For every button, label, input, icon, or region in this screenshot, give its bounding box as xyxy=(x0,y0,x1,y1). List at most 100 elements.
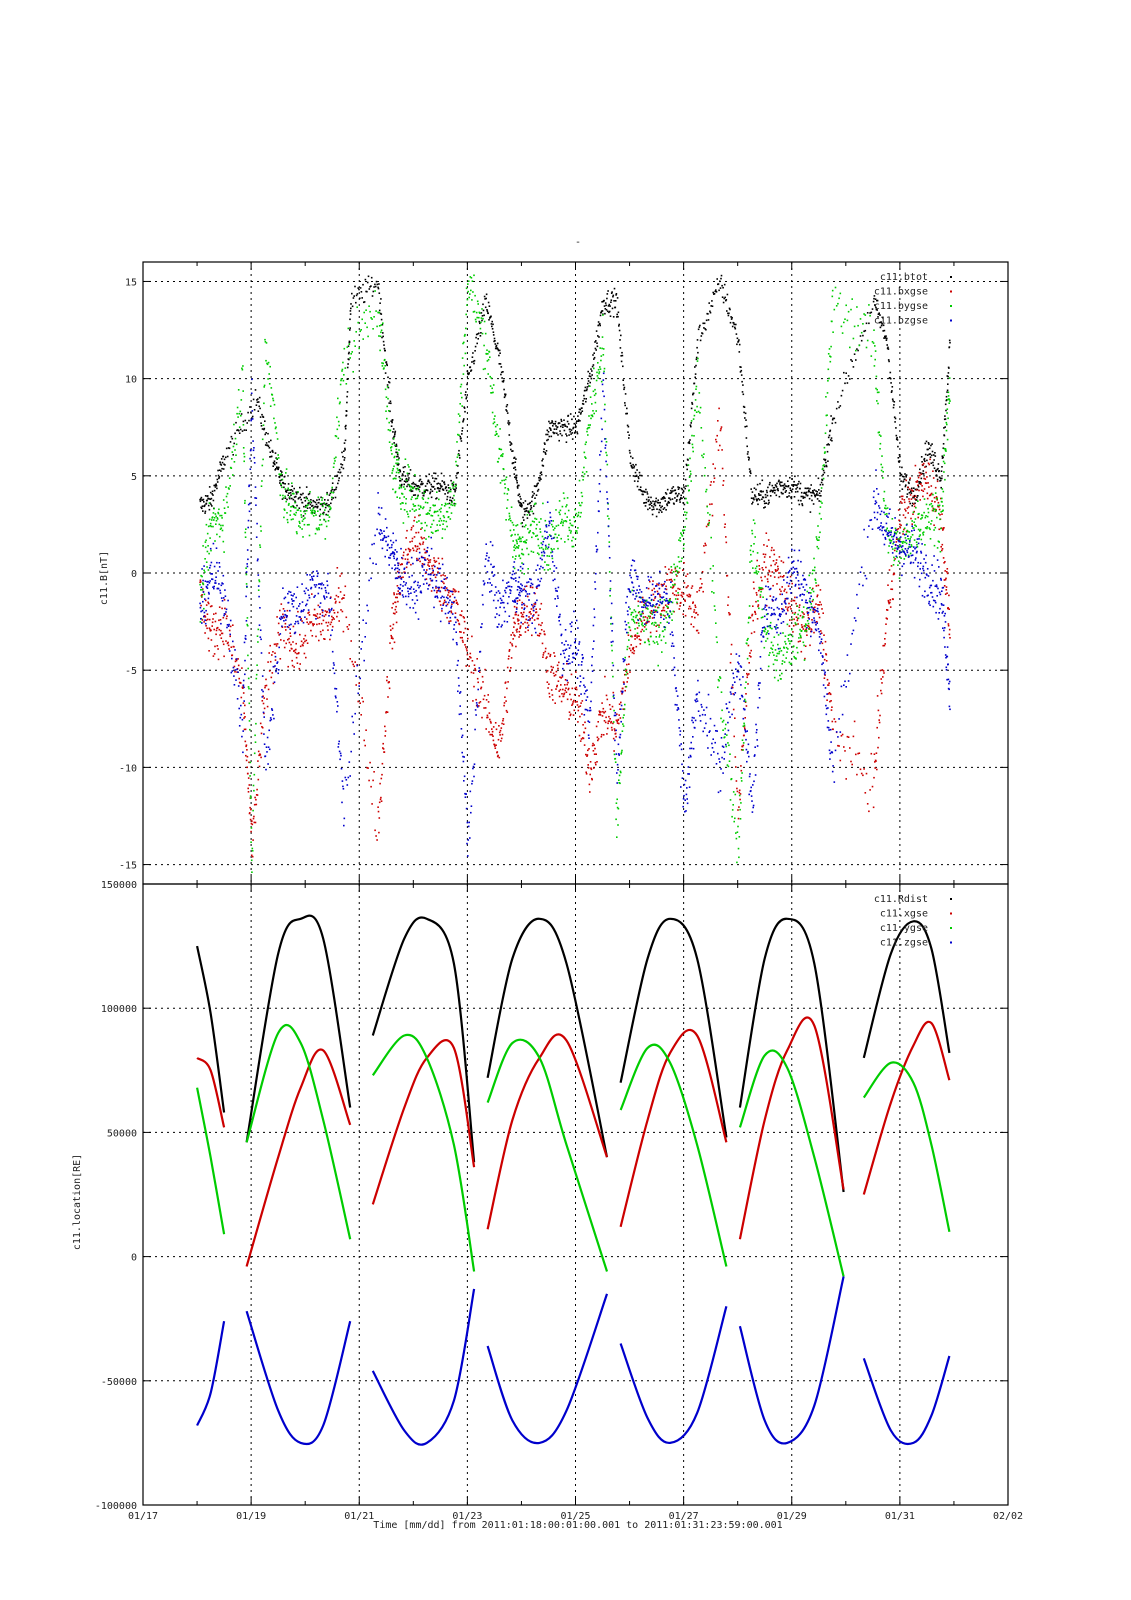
field-point-c11-bygse xyxy=(539,531,542,533)
field-point-c11-bxgse xyxy=(253,821,256,824)
field-point-c11-bygse xyxy=(325,504,327,507)
field-point-c11-bxgse xyxy=(424,572,427,574)
field-point-c11-bxgse xyxy=(513,605,516,608)
field-point-c11-btot xyxy=(498,354,500,357)
field-point-c11-bxgse xyxy=(602,734,605,736)
field-point-c11-btot xyxy=(481,319,483,322)
field-point-c11-btot xyxy=(392,431,394,433)
field-point-c11-bxgse xyxy=(575,671,577,673)
field-point-c11-btot xyxy=(383,347,386,350)
field-point-c11-bxgse xyxy=(539,632,542,635)
field-point-c11-bxgse xyxy=(932,477,935,479)
field-point-c11-bxgse xyxy=(731,686,734,689)
field-point-c11-bxgse xyxy=(509,641,512,644)
field-point-c11-bygse xyxy=(510,519,512,522)
field-point-c11-btot xyxy=(500,366,503,368)
field-point-c11-bygse xyxy=(611,649,613,652)
field-point-c11-btot xyxy=(268,441,270,443)
field-point-c11-bxgse xyxy=(859,768,862,771)
field-point-c11-bxgse xyxy=(579,740,582,742)
field-point-c11-bxgse xyxy=(334,598,336,600)
field-point-c11-btot xyxy=(347,345,350,347)
field-point-c11-btot xyxy=(878,312,880,314)
field-point-c11-btot xyxy=(924,453,927,456)
field-point-c11-bxgse xyxy=(229,625,232,628)
field-point-c11-btot xyxy=(274,469,276,471)
field-point-c11-btot xyxy=(508,434,511,436)
field-point-c11-bygse xyxy=(758,607,760,610)
field-point-c11-bxgse xyxy=(643,619,646,621)
field-point-c11-bxgse xyxy=(306,621,308,624)
field-point-c11-bxgse xyxy=(519,626,522,628)
field-point-c11-btot xyxy=(345,424,347,427)
field-point-c11-bxgse xyxy=(626,681,628,683)
field-point-c11-bxgse xyxy=(458,623,461,626)
field-point-c11-bygse xyxy=(790,640,792,643)
field-point-c11-btot xyxy=(757,503,759,506)
field-point-c11-bxgse xyxy=(213,628,215,631)
field-point-c11-bxgse xyxy=(634,638,636,640)
field-point-c11-bxgse xyxy=(541,622,543,624)
field-point-c11-bxgse xyxy=(469,652,472,655)
field-point-c11-bygse xyxy=(657,643,659,645)
field-point-c11-btot xyxy=(200,506,202,509)
field-point-c11-btot xyxy=(378,309,381,312)
field-point-c11-bxgse xyxy=(896,528,898,531)
field-point-c11-bxgse xyxy=(373,771,375,773)
field-point-c11-btot xyxy=(787,480,789,482)
field-point-c11-bygse xyxy=(465,287,468,290)
field-point-c11-btot xyxy=(439,487,442,490)
field-point-c11-bygse xyxy=(410,488,412,491)
field-point-c11-bygse xyxy=(279,494,282,497)
field-point-c11-btot xyxy=(378,283,380,285)
field-point-c11-bygse xyxy=(566,516,568,518)
field-point-c11-bygse xyxy=(529,510,531,513)
field-point-c11-btot xyxy=(573,415,575,418)
field-y-tick-label: 10 xyxy=(125,375,137,386)
field-point-c11-btot xyxy=(725,299,728,301)
field-point-c11-bygse xyxy=(395,462,397,465)
field-point-c11-bxgse xyxy=(495,744,497,746)
field-point-c11-btot xyxy=(314,505,316,508)
field-point-c11-btot xyxy=(901,488,904,490)
field-point-c11-btot xyxy=(765,489,768,492)
field-point-c11-bxgse xyxy=(323,638,325,640)
field-point-c11-bxgse xyxy=(781,586,783,588)
field-point-c11-btot xyxy=(389,410,391,413)
field-point-c11-btot xyxy=(291,490,294,492)
field-point-c11-bxgse xyxy=(437,571,439,573)
field-point-c11-bygse xyxy=(587,424,590,426)
field-point-c11-bygse xyxy=(802,615,804,618)
field-point-c11-btot xyxy=(427,479,430,482)
field-point-c11-btot xyxy=(895,427,897,429)
field-point-c11-bygse xyxy=(336,416,338,419)
field-point-c11-bxgse xyxy=(757,604,760,606)
field-point-c11-btot xyxy=(347,363,349,365)
field-point-c11-bxgse xyxy=(655,625,657,627)
field-point-c11-bxgse xyxy=(408,561,410,564)
field-point-c11-bxgse xyxy=(487,694,489,696)
field-point-c11-bxgse xyxy=(331,625,334,628)
field-point-c11-bygse xyxy=(544,548,547,550)
field-point-c11-bygse xyxy=(765,633,768,636)
field-point-c11-bxgse xyxy=(765,604,768,607)
field-point-c11-btot xyxy=(726,293,729,296)
field-point-c11-bygse xyxy=(385,396,388,398)
field-point-c11-bygse xyxy=(794,657,796,659)
field-point-c11-bxgse xyxy=(769,556,771,558)
field-point-c11-bygse xyxy=(380,324,383,326)
field-point-c11-bxgse xyxy=(600,733,603,736)
field-point-c11-btot xyxy=(450,479,452,482)
field-point-c11-btot xyxy=(244,419,247,422)
field-point-c11-bxgse xyxy=(443,582,445,585)
field-point-c11-bygse xyxy=(226,501,228,504)
field-point-c11-btot xyxy=(442,489,445,491)
field-point-c11-btot xyxy=(806,494,809,497)
field-point-c11-btot xyxy=(790,497,793,500)
field-point-c11-bxgse xyxy=(911,490,914,492)
field-point-c11-bxgse xyxy=(247,772,249,775)
field-point-c11-btot xyxy=(401,473,404,475)
field-point-c11-bxgse xyxy=(663,609,666,612)
field-point-c11-bxgse xyxy=(585,771,587,774)
field-point-c11-bygse xyxy=(218,523,221,526)
